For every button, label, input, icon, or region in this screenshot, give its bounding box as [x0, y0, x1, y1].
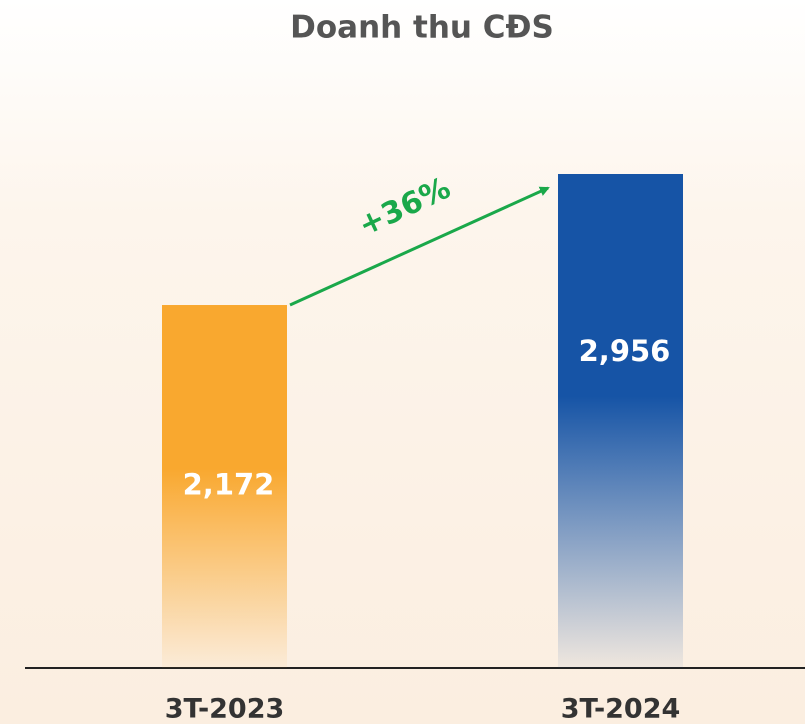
data-label: 2,956	[579, 334, 671, 368]
x-tick-label: 3T-2023	[165, 694, 285, 724]
data-label: 2,172	[183, 468, 275, 502]
x-tick-label: 3T-2024	[561, 694, 681, 724]
bar	[162, 305, 287, 668]
chart-title: Doanh thu CĐS	[290, 10, 554, 46]
growth-arrow	[289, 186, 550, 307]
bar	[558, 174, 683, 668]
